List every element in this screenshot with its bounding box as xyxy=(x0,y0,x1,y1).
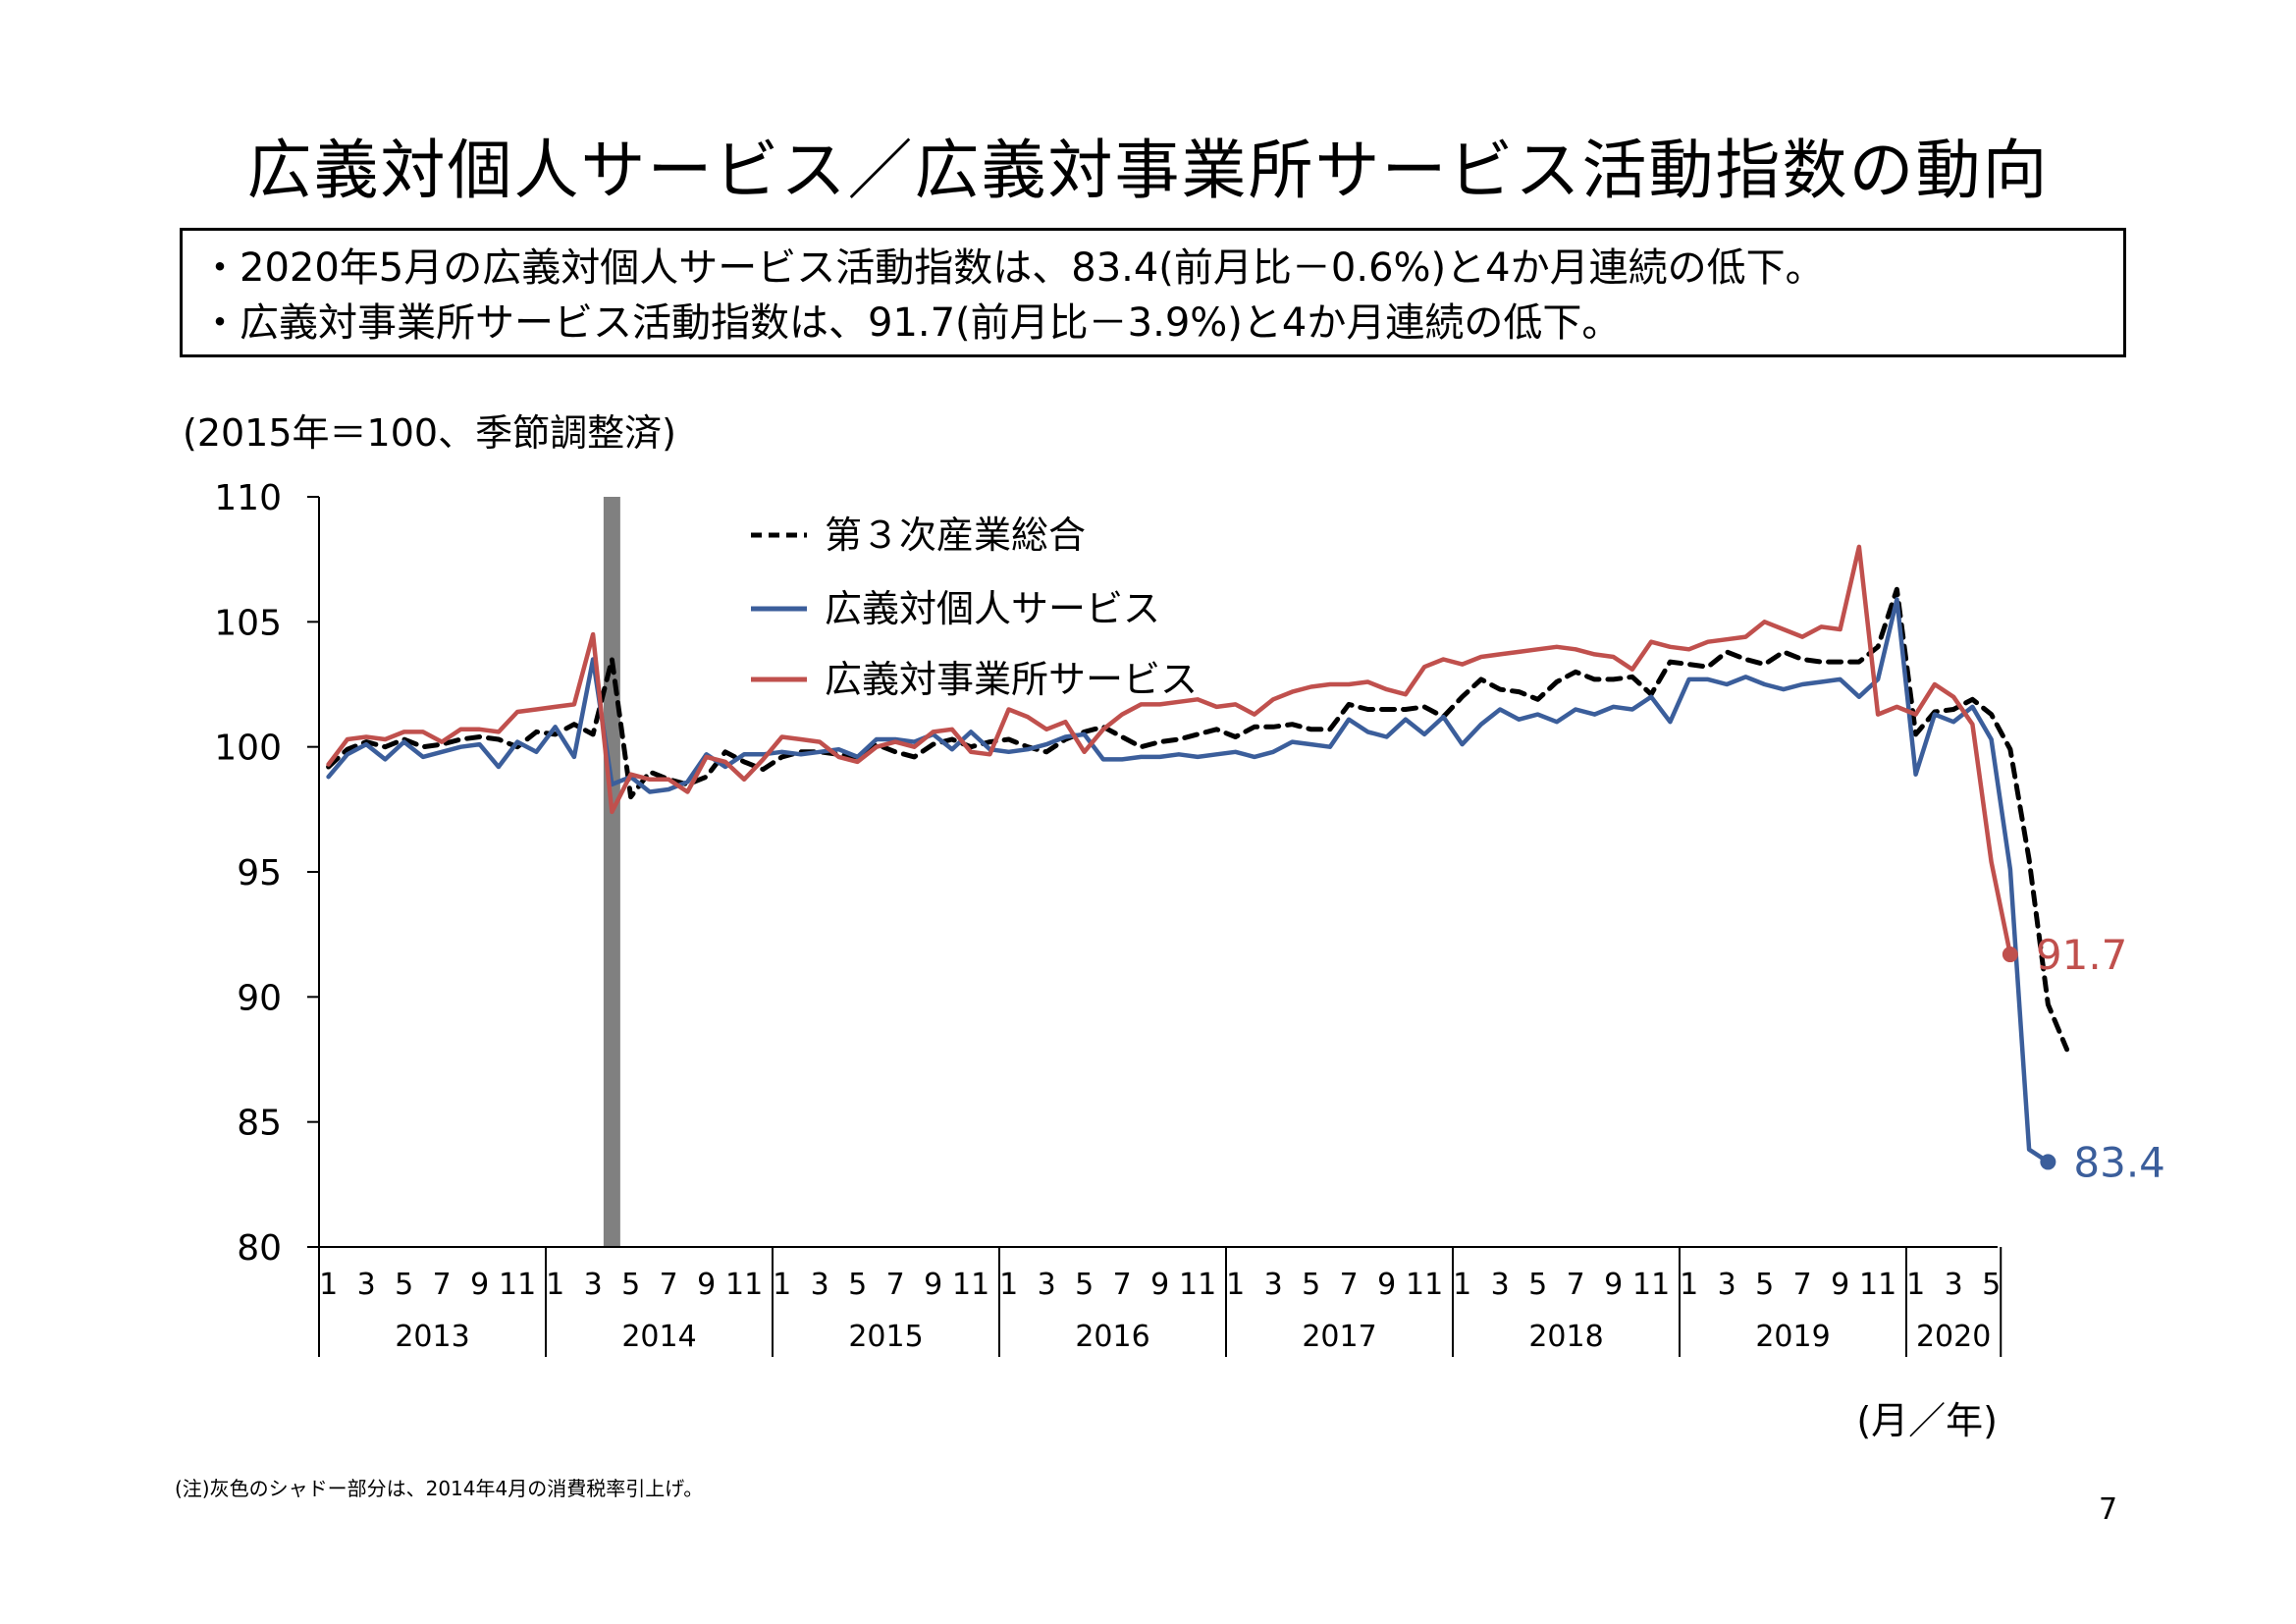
y-tick-label: 90 xyxy=(237,978,282,1018)
month-tick-label: 3 xyxy=(1718,1268,1736,1302)
month-tick-label: 11 xyxy=(499,1268,536,1302)
y-tick-label: 100 xyxy=(214,729,282,769)
end-point-marker xyxy=(2002,947,2018,963)
end-value-label: 83.4 xyxy=(2073,1138,2165,1186)
month-tick-label: 9 xyxy=(924,1268,942,1302)
year-label: 2013 xyxy=(395,1320,469,1354)
month-tick-label: 1 xyxy=(1453,1268,1471,1302)
shade-band xyxy=(603,497,620,1247)
summary-line-1: ・2020年5月の広義対個人サービス活動指数は、83.4(前月比－0.6%)と4… xyxy=(200,245,1825,291)
y-tick-label: 80 xyxy=(237,1228,282,1269)
month-tick-label: 11 xyxy=(1859,1268,1896,1302)
month-tick-label: 5 xyxy=(621,1268,640,1302)
year-label: 2016 xyxy=(1075,1320,1149,1354)
business-services-line xyxy=(326,544,2013,957)
y-tick-label: 95 xyxy=(237,853,282,893)
end-point-marker xyxy=(2040,1154,2056,1170)
legend-label: 広義対個人サービス xyxy=(825,587,1160,630)
y-tick-label: 85 xyxy=(237,1104,282,1144)
summary-box: ・2020年5月の広義対個人サービス活動指数は、83.4(前月比－0.6%)と4… xyxy=(180,228,2126,357)
month-tick-label: 9 xyxy=(1377,1268,1396,1302)
legend-label: 第３次産業総合 xyxy=(825,514,1086,557)
year-label: 2018 xyxy=(1528,1320,1603,1354)
month-tick-label: 7 xyxy=(1340,1268,1359,1302)
month-tick-label: 3 xyxy=(1038,1268,1056,1302)
month-tick-label: 1 xyxy=(1226,1268,1245,1302)
month-tick-label: 1 xyxy=(1680,1268,1698,1302)
month-tick-label: 5 xyxy=(1528,1268,1547,1302)
month-tick-label: 9 xyxy=(1831,1268,1849,1302)
month-tick-label: 1 xyxy=(773,1268,791,1302)
month-tick-label: 9 xyxy=(1604,1268,1623,1302)
year-label: 2015 xyxy=(848,1320,923,1354)
month-tick-label: 11 xyxy=(952,1268,989,1302)
tertiary-industry-total-line xyxy=(326,586,2070,1053)
month-tick-label: 7 xyxy=(1113,1268,1132,1302)
month-tick-label: 7 xyxy=(1567,1268,1585,1302)
month-tick-label: 3 xyxy=(584,1268,603,1302)
month-tick-label: 11 xyxy=(1179,1268,1216,1302)
month-tick-label: 3 xyxy=(1264,1268,1283,1302)
month-tick-label: 3 xyxy=(811,1268,829,1302)
month-tick-label: 11 xyxy=(725,1268,763,1302)
end-value-label: 91.7 xyxy=(2036,931,2128,979)
page-number: 7 xyxy=(2099,1492,2118,1527)
month-tick-label: 1 xyxy=(999,1268,1018,1302)
month-tick-label: 1 xyxy=(546,1268,564,1302)
month-tick-label: 7 xyxy=(1793,1268,1812,1302)
page-title: 広義対個人サービス／広義対事業所サービス活動指数の動向 xyxy=(246,133,2050,208)
personal-services-line xyxy=(326,597,2051,1164)
month-tick-label: 3 xyxy=(1491,1268,1510,1302)
month-tick-label: 5 xyxy=(1982,1268,2001,1302)
month-tick-label: 9 xyxy=(1150,1268,1169,1302)
year-label: 2019 xyxy=(1755,1320,1830,1354)
footnote: (注)灰色のシャドー部分は、2014年4月の消費税率引上げ。 xyxy=(175,1477,704,1500)
unit-note: (2015年＝100、季節調整済) xyxy=(183,411,676,455)
month-tick-label: 5 xyxy=(848,1268,867,1302)
month-tick-label: 11 xyxy=(1632,1268,1670,1302)
month-tick-label: 5 xyxy=(1755,1268,1774,1302)
month-tick-label: 1 xyxy=(1906,1268,1925,1302)
month-tick-label: 7 xyxy=(433,1268,452,1302)
month-tick-label: 5 xyxy=(1302,1268,1320,1302)
x-axis-unit: (月／年) xyxy=(1856,1399,1998,1442)
year-label: 2020 xyxy=(1916,1320,1991,1354)
month-tick-label: 3 xyxy=(357,1268,376,1302)
summary-line-2: ・広義対事業所サービス活動指数は、91.7(前月比－3.9%)と4か月連続の低下… xyxy=(200,300,1622,346)
month-tick-label: 9 xyxy=(470,1268,489,1302)
month-tick-label: 5 xyxy=(1075,1268,1094,1302)
month-tick-label: 7 xyxy=(886,1268,905,1302)
month-tick-label: 9 xyxy=(697,1268,716,1302)
year-label: 2017 xyxy=(1302,1320,1376,1354)
month-tick-label: 1 xyxy=(319,1268,338,1302)
legend-label: 広義対事業所サービス xyxy=(825,658,1198,701)
y-tick-label: 110 xyxy=(214,478,282,518)
month-tick-label: 7 xyxy=(660,1268,678,1302)
year-label: 2014 xyxy=(621,1320,696,1354)
month-tick-label: 11 xyxy=(1406,1268,1443,1302)
y-tick-label: 105 xyxy=(214,603,282,643)
month-tick-label: 3 xyxy=(1945,1268,1963,1302)
month-tick-label: 5 xyxy=(395,1268,413,1302)
